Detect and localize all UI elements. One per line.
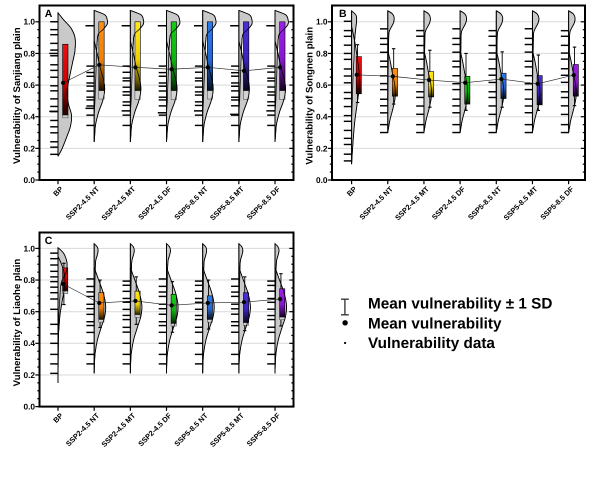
svg-text:0.8: 0.8: [316, 48, 328, 58]
svg-text:0.4: 0.4: [23, 112, 35, 122]
svg-text:0.4: 0.4: [23, 338, 35, 348]
svg-text:B: B: [339, 8, 347, 20]
svg-text:Vulnerability of Liaohe plain: Vulnerability of Liaohe plain: [12, 259, 23, 387]
svg-text:0.2: 0.2: [316, 143, 328, 153]
svg-text:0.8: 0.8: [23, 48, 35, 58]
svg-text:0.0: 0.0: [316, 175, 328, 185]
svg-text:C: C: [45, 235, 53, 247]
svg-text:0.4: 0.4: [316, 112, 328, 122]
svg-text:0.0: 0.0: [23, 402, 35, 412]
svg-text:0.6: 0.6: [23, 307, 35, 317]
svg-text:0.2: 0.2: [23, 143, 35, 153]
svg-text:Vulnerability data: Vulnerability data: [368, 335, 495, 352]
svg-text:1.0: 1.0: [23, 17, 35, 27]
svg-text:A: A: [45, 8, 53, 20]
svg-text:1.0: 1.0: [316, 17, 328, 27]
svg-text:0.6: 0.6: [316, 80, 328, 90]
svg-text:0.6: 0.6: [23, 80, 35, 90]
svg-text:1.0: 1.0: [23, 243, 35, 253]
svg-text:Vulnerability of Sanjiang plai: Vulnerability of Sanjiang plain: [12, 27, 23, 164]
svg-text:Mean vulnerability ± 1 SD: Mean vulnerability ± 1 SD: [368, 295, 552, 312]
svg-text:0.2: 0.2: [23, 370, 35, 380]
svg-text:0.0: 0.0: [23, 175, 35, 185]
svg-text:Vulnerability of Songnen plain: Vulnerability of Songnen plain: [305, 27, 316, 165]
svg-text:0.8: 0.8: [23, 275, 35, 285]
svg-text:Mean vulnerability: Mean vulnerability: [368, 316, 502, 333]
